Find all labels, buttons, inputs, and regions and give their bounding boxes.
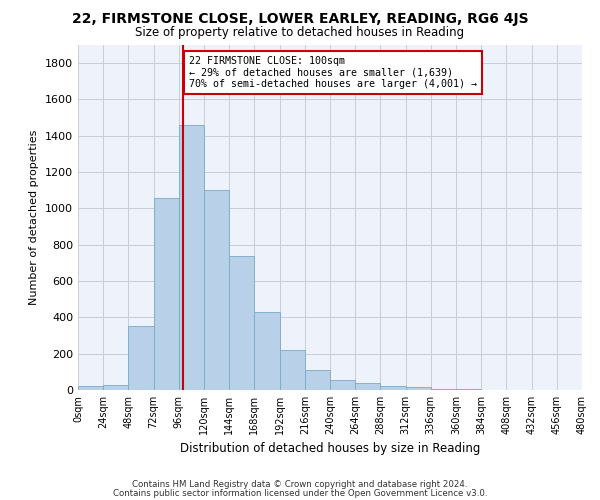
Bar: [330, 380, 355, 390]
Bar: [229, 256, 254, 390]
Bar: [355, 382, 380, 390]
Bar: [154, 198, 179, 390]
Text: 22, FIRMSTONE CLOSE, LOWER EARLEY, READING, RG6 4JS: 22, FIRMSTONE CLOSE, LOWER EARLEY, READI…: [71, 12, 529, 26]
Text: Contains HM Land Registry data © Crown copyright and database right 2024.: Contains HM Land Registry data © Crown c…: [132, 480, 468, 489]
Bar: [254, 312, 280, 390]
Text: Size of property relative to detached houses in Reading: Size of property relative to detached ho…: [136, 26, 464, 39]
Bar: [103, 384, 128, 390]
Bar: [204, 190, 229, 390]
Text: 22 FIRMSTONE CLOSE: 100sqm
← 29% of detached houses are smaller (1,639)
70% of s: 22 FIRMSTONE CLOSE: 100sqm ← 29% of deta…: [190, 56, 478, 89]
Bar: [280, 350, 305, 390]
Bar: [431, 388, 456, 390]
Bar: [128, 326, 154, 390]
Bar: [380, 386, 406, 390]
Text: Contains public sector information licensed under the Open Government Licence v3: Contains public sector information licen…: [113, 488, 487, 498]
Bar: [78, 386, 103, 390]
Bar: [179, 125, 204, 390]
X-axis label: Distribution of detached houses by size in Reading: Distribution of detached houses by size …: [180, 442, 480, 456]
Bar: [305, 370, 330, 390]
Y-axis label: Number of detached properties: Number of detached properties: [29, 130, 40, 305]
Bar: [406, 388, 431, 390]
